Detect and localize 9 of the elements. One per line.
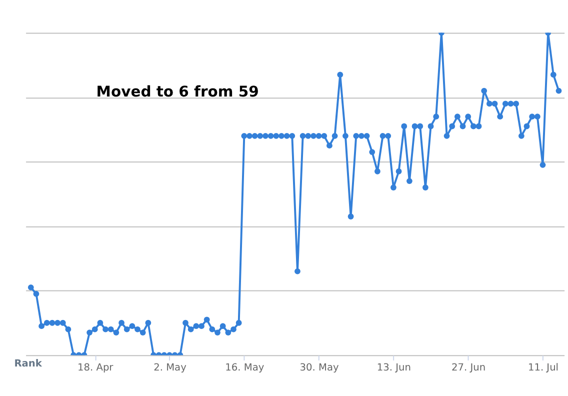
- x-tick-label: 18. Apr: [78, 362, 114, 374]
- y-axis-title: Rank: [14, 358, 42, 370]
- x-tick-label: 30. May: [300, 362, 339, 374]
- x-tick-label: 13. Jun: [376, 362, 411, 374]
- x-tick-label: 11. Jul: [528, 362, 559, 374]
- x-tick-label: 2. May: [154, 362, 187, 374]
- x-tick-label: 27. Jun: [452, 362, 486, 374]
- x-tick-label: 16. May: [225, 362, 264, 374]
- annotation: Moved to 6 from 59: [96, 84, 259, 101]
